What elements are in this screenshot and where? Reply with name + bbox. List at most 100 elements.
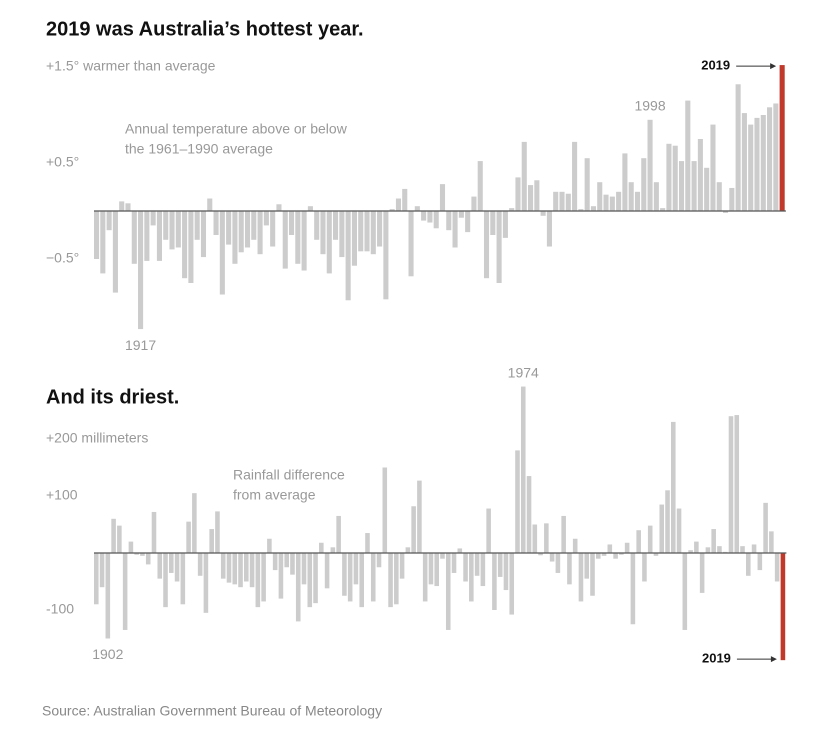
year-label: 1974 [508,364,539,380]
bar [458,211,464,218]
bar [200,211,207,258]
bar [490,211,496,235]
bar [140,553,145,556]
bar [163,211,169,240]
bar [767,107,773,211]
bar [156,211,162,261]
bar [347,553,353,602]
bar [395,198,402,211]
bar [763,502,768,553]
source: Source: Australian Government Bureau of … [42,703,382,719]
bar [261,553,266,602]
annotation: the 1961–1990 average [125,141,273,157]
bar [492,553,497,610]
bar [572,538,578,553]
bar [342,553,347,596]
bar [746,553,751,576]
bar [377,211,383,247]
year-label: 1917 [125,337,156,353]
bar [716,182,722,211]
bar [584,158,590,211]
bar [601,553,607,556]
bar [710,124,716,211]
bar [697,139,703,211]
bar [666,143,672,211]
bar [389,209,395,211]
bar [486,508,491,553]
arrow-head [770,63,777,70]
bar [671,421,676,553]
bar [520,386,526,553]
bar [238,211,244,253]
bar [528,185,534,211]
bar [422,553,428,602]
bar [314,211,320,240]
bar [370,211,376,255]
bar [553,191,559,211]
bar [186,521,191,553]
bar [672,145,678,211]
bar [131,211,137,264]
bar [320,211,326,255]
bar [440,553,445,559]
bar [717,546,722,553]
bar [282,211,288,269]
bar [595,553,601,559]
bar [559,191,565,211]
bar [117,525,122,553]
bar [295,211,301,264]
y-tick-label: +1.5° warmer than average [46,58,216,74]
bar [244,211,251,248]
bar [99,553,105,588]
bar [607,544,613,553]
bar [94,553,99,605]
bar [427,211,433,223]
bar [728,416,734,553]
bar [624,542,630,553]
bar [445,553,451,630]
annotation: from average [233,487,316,503]
bar [284,553,289,568]
bar [307,553,313,608]
bar [192,493,197,553]
bar [188,211,194,283]
bar [704,167,710,211]
bar [567,553,572,585]
y-tick-label: +0.5° [46,154,79,170]
bar [215,511,220,553]
bar [477,161,483,211]
bar [119,201,125,211]
y-tick-label: +100 [46,487,78,503]
bar [157,553,163,579]
bar [122,553,128,630]
bar [647,525,653,553]
bar [94,211,100,259]
bar [345,211,351,301]
bar [748,124,754,211]
bar [263,211,269,226]
bar [619,553,624,555]
bar [729,187,735,211]
bar [474,553,480,576]
bar [578,209,584,211]
bar [628,182,634,211]
bar [534,180,540,211]
bar [382,467,388,553]
bar [313,553,318,604]
bar [555,553,561,573]
bar [565,193,571,211]
bar [411,506,416,553]
bar [180,553,186,605]
year-label: 1998 [634,98,665,114]
bar [653,553,659,556]
bar [359,553,364,608]
bar [549,553,555,562]
bar [270,211,276,247]
bar [682,553,688,630]
bar [203,553,209,613]
bar [105,553,111,639]
bar [711,529,716,553]
bar [125,203,131,211]
bar [616,191,622,211]
bar [446,211,452,231]
